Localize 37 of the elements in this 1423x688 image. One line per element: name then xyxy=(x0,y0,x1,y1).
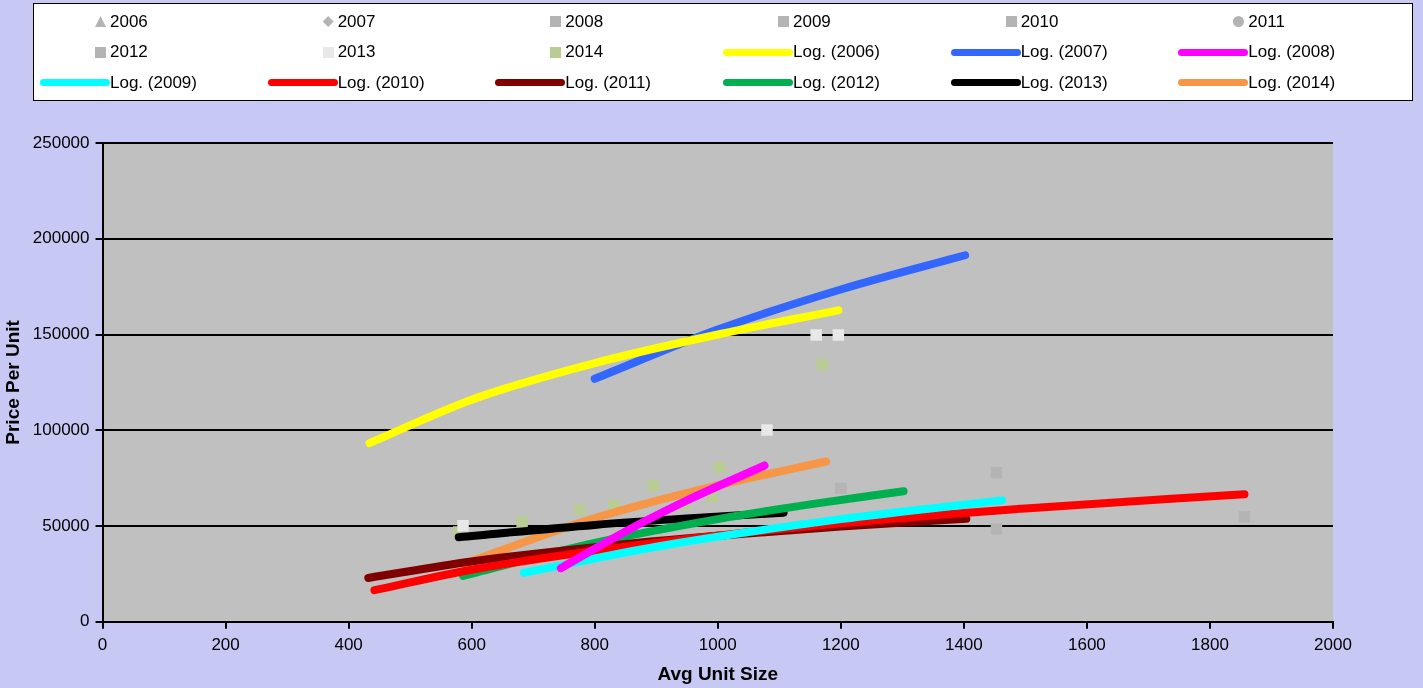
y-tick-label: 100000 xyxy=(32,419,90,439)
legend-label: 2012 xyxy=(110,42,148,62)
legend-label: Log. (2013) xyxy=(1020,72,1108,93)
legend-label: Log. (2012) xyxy=(793,72,880,93)
x-tick-label: 0 xyxy=(97,634,108,654)
x-tick-label: 1200 xyxy=(821,634,860,654)
x-tick-label: 1000 xyxy=(698,634,737,654)
legend-label: 2006 xyxy=(110,11,148,32)
legend-label: Log. (2010) xyxy=(337,72,425,93)
legend-label: Log. (2014) xyxy=(1248,72,1336,93)
legend-label: 2010 xyxy=(1020,11,1059,32)
x-tick-label: 600 xyxy=(457,634,486,654)
legend-label: Log. (2008) xyxy=(1248,42,1336,62)
legend-label: 2013 xyxy=(337,42,376,62)
x-tick-label: 400 xyxy=(334,634,363,654)
y-axis-title: Price Per Unit xyxy=(1,319,23,445)
legend-label: 2009 xyxy=(793,11,831,32)
y-tick-label: 50000 xyxy=(42,515,90,535)
legend-label: 2014 xyxy=(565,42,604,62)
y-tick-label: 200000 xyxy=(32,228,90,248)
x-tick-label: 200 xyxy=(211,634,240,654)
x-tick-label: 2000 xyxy=(1314,634,1352,654)
legend-label: 2008 xyxy=(565,11,604,32)
y-tick-label: 150000 xyxy=(32,324,90,344)
legend-label: Log. (2007) xyxy=(1020,42,1108,62)
legend-label: 2007 xyxy=(337,11,376,32)
x-axis-title: Avg Unit Size xyxy=(657,662,779,684)
y-tick-label: 250000 xyxy=(32,132,90,152)
x-tick-label: 1800 xyxy=(1191,634,1229,654)
x-tick-label: 1400 xyxy=(944,634,983,654)
legend-label: Log. (2011) xyxy=(565,72,652,93)
legend-label: Log. (2006) xyxy=(793,42,880,62)
x-tick-label: 800 xyxy=(580,634,609,654)
legend-label: 2011 xyxy=(1248,11,1285,32)
x-tick-label: 1600 xyxy=(1067,634,1106,654)
y-tick-label: 0 xyxy=(80,611,90,631)
legend-label: Log. (2009) xyxy=(110,72,197,93)
